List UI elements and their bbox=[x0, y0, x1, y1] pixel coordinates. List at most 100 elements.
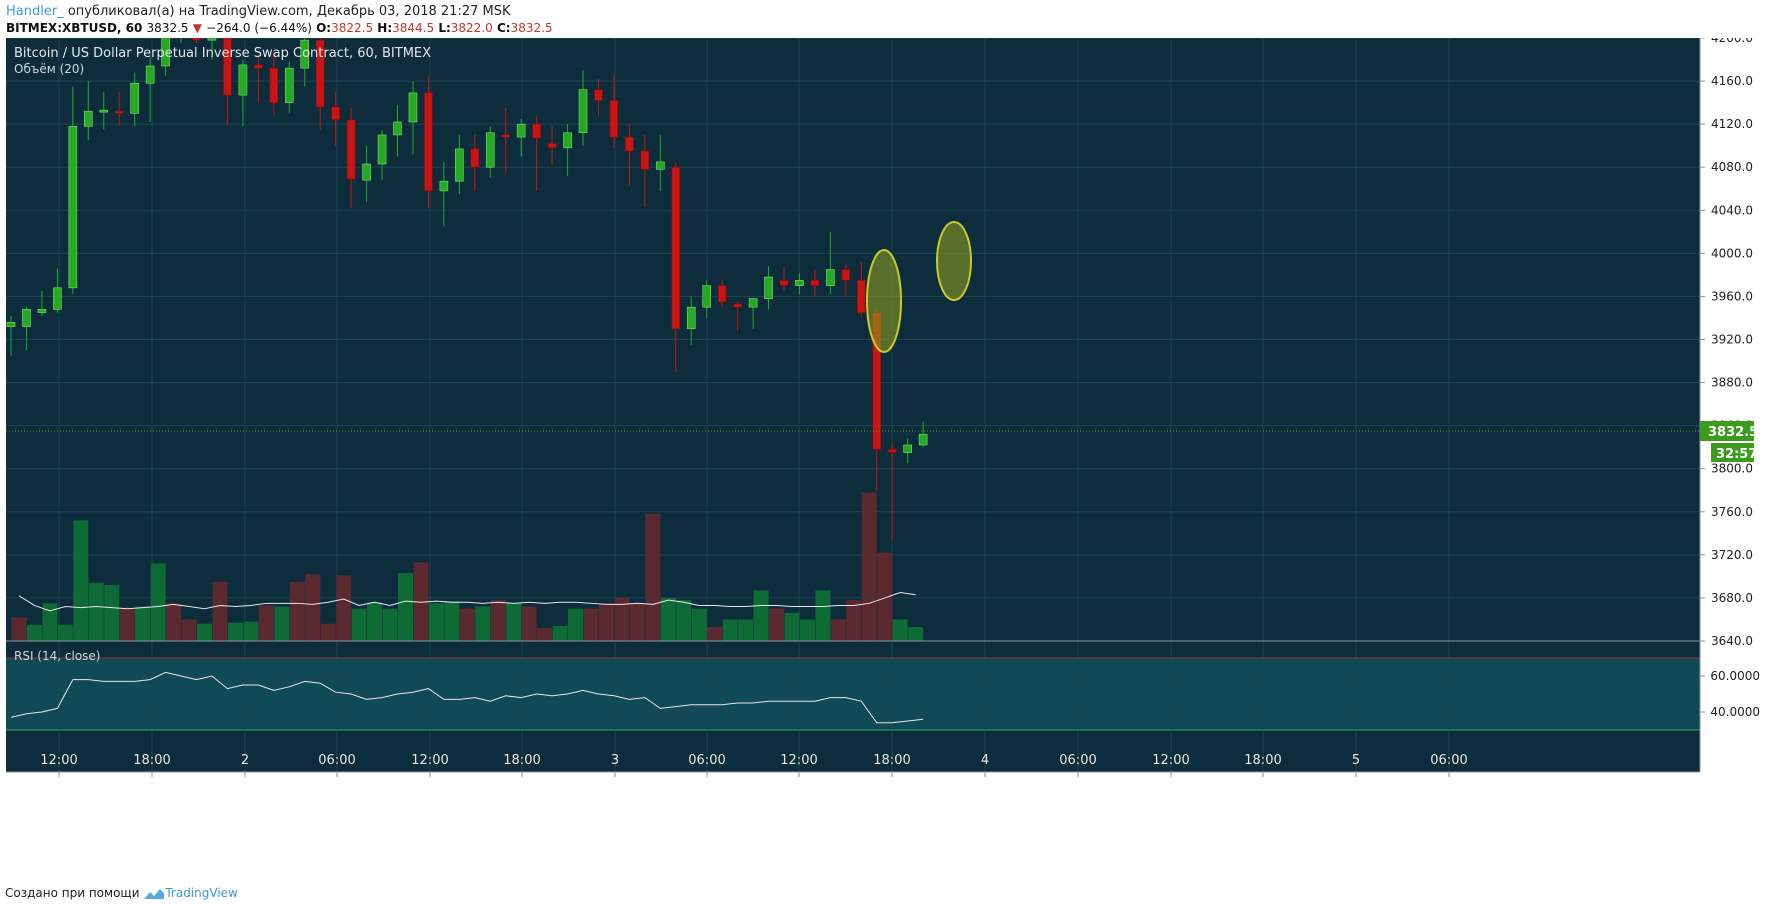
last-price: 3832.5 bbox=[146, 21, 189, 35]
last-price-badge bbox=[1700, 421, 1754, 441]
volume-bar bbox=[537, 628, 553, 641]
time-tick-label: 06:00 bbox=[688, 753, 725, 768]
volume-indicator-label[interactable]: Объём (20) bbox=[14, 62, 84, 76]
candle-body bbox=[532, 123, 541, 139]
volume-bar bbox=[629, 603, 645, 641]
volume-bar bbox=[521, 606, 537, 641]
candle-body bbox=[114, 110, 124, 114]
candle-body bbox=[841, 269, 851, 281]
annotation-ellipse-1[interactable] bbox=[866, 249, 902, 353]
volume-bars bbox=[11, 492, 924, 641]
volume-bar bbox=[336, 575, 352, 641]
candle-body bbox=[439, 180, 449, 192]
grid-lines bbox=[6, 38, 1700, 772]
volume-bar bbox=[908, 627, 924, 641]
candle-body bbox=[903, 444, 912, 453]
volume-bar bbox=[645, 513, 661, 641]
price-axis[interactable]: 4200.0 4160.0 4120.0 4080.0 4040.0 4000.0 3960… bbox=[1700, 38, 1753, 648]
candle-body bbox=[315, 39, 325, 108]
candle-body bbox=[594, 89, 603, 101]
price-tick-label: 4040.0 bbox=[1711, 203, 1753, 217]
volume-bar bbox=[583, 608, 599, 641]
countdown-badge-text: 32:57 bbox=[1716, 447, 1757, 462]
candle-body bbox=[609, 100, 619, 138]
candle-body bbox=[346, 119, 356, 180]
candle-body bbox=[733, 303, 742, 308]
price-tick-label: 4080.0 bbox=[1711, 160, 1753, 174]
volume-bar bbox=[444, 601, 460, 641]
time-axis[interactable]: 12:00 18:00 2 06:00 12:00 18:00 3 06:00 12:00 18:… bbox=[40, 753, 1468, 777]
volume-bar bbox=[227, 622, 243, 641]
candle-body bbox=[918, 433, 928, 446]
volume-bar bbox=[691, 608, 707, 641]
candle-body bbox=[640, 150, 650, 170]
volume-bar bbox=[799, 619, 815, 641]
open-label: O: bbox=[316, 21, 332, 35]
candle-body bbox=[393, 121, 402, 136]
volume-bar bbox=[243, 621, 259, 641]
candle-body bbox=[547, 143, 557, 149]
volume-bar bbox=[320, 623, 336, 641]
candle-body bbox=[826, 269, 835, 286]
candle-body bbox=[795, 279, 804, 286]
volume-bar bbox=[197, 623, 213, 641]
candle-body bbox=[563, 132, 572, 149]
candle-body bbox=[238, 64, 248, 96]
candle-body bbox=[37, 309, 47, 313]
volume-bar bbox=[11, 617, 27, 641]
candle-body bbox=[362, 163, 371, 181]
volume-bar bbox=[289, 581, 305, 641]
candle-body bbox=[856, 279, 866, 313]
down-arrow-icon: ▼ bbox=[192, 21, 202, 35]
time-tick-label: 18:00 bbox=[503, 753, 540, 768]
price-tick-label: 3880.0 bbox=[1711, 376, 1753, 390]
candle-body bbox=[161, 38, 170, 67]
low-label: L: bbox=[438, 21, 451, 35]
price-tick-label: 3960.0 bbox=[1711, 289, 1753, 303]
candle-body bbox=[99, 109, 109, 113]
candle-body bbox=[485, 132, 495, 168]
time-tick-label: 18:00 bbox=[1244, 753, 1281, 768]
chart-background bbox=[6, 38, 1700, 772]
candle-body bbox=[300, 39, 310, 69]
rsi-tick-label: 40.0000 bbox=[1710, 705, 1760, 719]
tradingview-brand-link[interactable]: TradingView bbox=[165, 886, 238, 900]
rsi-axis[interactable]: 60.0000 40.0000 bbox=[1700, 669, 1760, 719]
rsi-indicator-label[interactable]: RSI (14, close) bbox=[14, 649, 100, 663]
volume-bar bbox=[676, 600, 692, 641]
price-tick-label: 4160.0 bbox=[1711, 74, 1753, 88]
author-link[interactable]: Handler_ bbox=[6, 4, 64, 19]
candle-body bbox=[455, 148, 464, 182]
volume-bar bbox=[552, 625, 568, 641]
candle-body bbox=[145, 65, 155, 84]
symbol-info-bar: BITMEX:XBTUSD, 60 3832.5 ▼ −264.0 (−6.44… bbox=[6, 21, 553, 35]
candle-body bbox=[223, 38, 232, 96]
candle-body bbox=[779, 279, 789, 286]
candle-body bbox=[377, 134, 387, 165]
volume-bar bbox=[73, 520, 89, 641]
time-tick-label: 4 bbox=[981, 753, 989, 768]
volume-bar bbox=[459, 608, 475, 641]
rsi-band bbox=[6, 658, 1700, 730]
candle-body bbox=[810, 279, 820, 286]
last-price-badge-text: 3832.5 bbox=[1708, 425, 1758, 440]
volume-bar bbox=[506, 603, 522, 641]
price-tick-label: 3640.0 bbox=[1711, 634, 1753, 648]
price-tick-label: 4200.0 bbox=[1711, 38, 1753, 45]
volume-bar bbox=[490, 600, 506, 641]
annotation-ellipse-2[interactable] bbox=[936, 221, 972, 301]
candle-body bbox=[192, 38, 201, 41]
candle-body bbox=[84, 110, 93, 127]
candle-body bbox=[6, 321, 16, 327]
price-chart[interactable]: 4200.0 4160.0 4120.0 4080.0 4040.0 4000.0 3960… bbox=[0, 38, 1770, 878]
tradingview-logo-icon[interactable] bbox=[143, 888, 165, 900]
volume-bar bbox=[830, 619, 846, 641]
candle-body bbox=[68, 125, 78, 289]
symbol-label: BITMEX:XBTUSD, 60 bbox=[6, 21, 143, 35]
created-with-text: Создано при помощи bbox=[5, 886, 140, 900]
rsi-tick-label: 60.0000 bbox=[1710, 669, 1760, 683]
candle-body bbox=[656, 161, 665, 170]
open-value: 3822.5 bbox=[331, 21, 374, 35]
chart-title: Bitcoin / US Dollar Perpetual Inverse Sw… bbox=[14, 46, 431, 61]
volume-bar bbox=[57, 624, 73, 641]
